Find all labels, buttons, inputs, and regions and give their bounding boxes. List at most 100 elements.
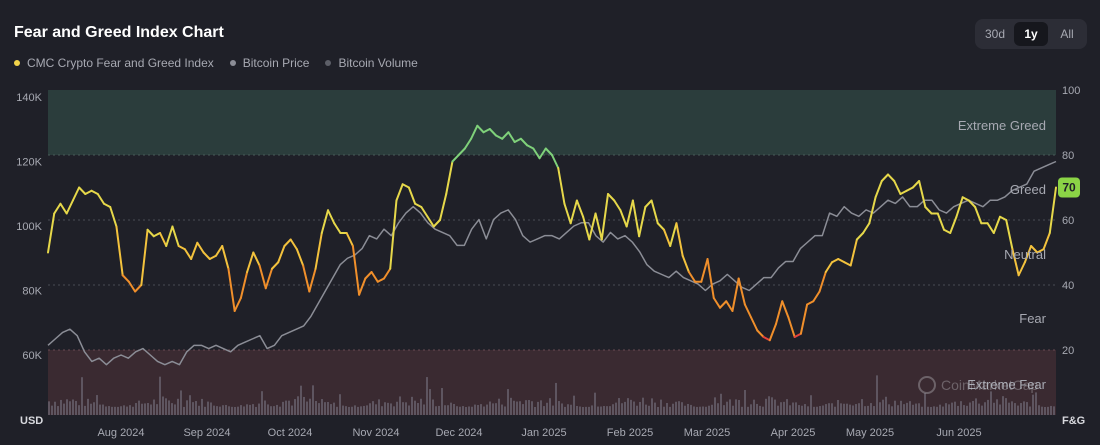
volume-bar: [606, 406, 608, 415]
volume-bar: [663, 406, 665, 415]
fg-index-segment: [949, 215, 958, 234]
volume-bar: [1005, 398, 1007, 415]
fg-index-segment: [526, 144, 535, 150]
x-tick-label: May 2025: [846, 427, 894, 439]
x-tick-label: Mar 2025: [684, 427, 730, 439]
volume-bar: [735, 399, 737, 415]
legend-item-bitcoin-price[interactable]: Bitcoin Price: [229, 56, 309, 70]
volume-bar: [297, 396, 299, 415]
range-button-1y[interactable]: 1y: [1014, 22, 1048, 46]
volume-bar: [810, 395, 812, 415]
legend-dot-icon: [325, 60, 332, 66]
fg-index-segment: [370, 271, 379, 283]
legend-label: CMC Crypto Fear and Greed Index: [27, 56, 214, 70]
legend-item-fg-index[interactable]: CMC Crypto Fear and Greed Index: [14, 56, 214, 70]
volume-bar: [822, 405, 824, 415]
volume-bar: [978, 403, 980, 415]
fg-index-segment: [103, 202, 112, 208]
volume-bar: [54, 401, 56, 415]
fg-index-segment: [208, 254, 217, 260]
volume-bar: [741, 406, 743, 415]
volume-bar: [759, 405, 761, 415]
volume-bar: [342, 405, 344, 415]
volume-bar: [945, 403, 947, 415]
legend-item-bitcoin-volume[interactable]: Bitcoin Volume: [325, 56, 418, 70]
volume-bar: [468, 406, 470, 415]
fg-index-segment: [880, 173, 889, 182]
fg-index-segment: [84, 189, 93, 195]
volume-bar: [396, 401, 398, 415]
fg-index-segment: [432, 219, 441, 228]
volume-bar: [495, 403, 497, 415]
fg-index-segment: [71, 186, 81, 202]
volume-bar: [738, 400, 740, 415]
fg-index-segment: [725, 300, 734, 312]
volume-bar: [594, 392, 596, 415]
fg-index-segment: [868, 196, 877, 225]
range-button-30d[interactable]: 30d: [978, 22, 1012, 46]
volume-bar: [1047, 406, 1049, 415]
volume-bar: [273, 406, 275, 415]
fg-index-segment: [109, 206, 118, 228]
volume-bar: [681, 402, 683, 415]
volume-bar: [480, 404, 482, 415]
volume-bar: [768, 396, 770, 415]
volume-bar: [1038, 405, 1040, 415]
volume-bar: [747, 406, 749, 415]
volume-bar: [504, 406, 506, 415]
fg-index-segment: [669, 222, 678, 247]
range-button-all[interactable]: All: [1050, 22, 1084, 46]
fg-index-segment: [451, 154, 460, 163]
volume-bar: [162, 396, 164, 415]
volume-bar: [195, 401, 197, 415]
volume-bar: [930, 406, 932, 415]
volume-bar: [972, 400, 974, 415]
volume-bar: [168, 400, 170, 415]
fg-index-segment: [501, 131, 510, 140]
volume-bar: [924, 393, 926, 415]
volume-bar: [906, 402, 908, 415]
volume-bar: [501, 404, 503, 415]
volume-bar: [774, 399, 776, 415]
fg-index-segment: [563, 202, 572, 225]
volume-bar: [873, 406, 875, 415]
volume-bar: [1035, 392, 1037, 415]
volume-bar: [909, 401, 911, 415]
volume-bar: [1032, 394, 1034, 415]
volume-bar: [378, 399, 380, 415]
volume-bar: [570, 404, 572, 415]
fg-index-segment: [849, 238, 858, 267]
fg-index-segment: [687, 271, 697, 283]
y-right-tick-label: 60: [1062, 215, 1074, 227]
volume-bar: [732, 405, 734, 415]
volume-bar: [786, 399, 788, 415]
fg-index-segment: [190, 241, 199, 260]
fg-index-segment: [837, 258, 846, 264]
volume-bar: [915, 403, 917, 415]
volume-bar: [564, 406, 566, 415]
fg-index-segment: [743, 303, 753, 319]
volume-bar: [891, 406, 893, 415]
volume-bar: [675, 401, 677, 415]
volume-bar: [597, 406, 599, 415]
volume-bar: [219, 406, 221, 415]
volume-bar: [75, 400, 77, 415]
volume-bar: [840, 403, 842, 415]
volume-bar: [756, 403, 758, 415]
volume-bar: [204, 406, 206, 415]
volume-bar: [816, 406, 818, 415]
volume-bar: [84, 405, 86, 415]
volume-bar: [687, 403, 689, 415]
volume-bar: [792, 402, 794, 415]
fg-index-segment: [183, 248, 193, 260]
fg-index-segment: [544, 147, 553, 156]
volume-bar: [447, 405, 449, 415]
x-tick-label: Dec 2024: [435, 427, 482, 439]
fg-index-segment: [663, 228, 672, 247]
x-tick-label: Feb 2025: [607, 427, 653, 439]
y-left-axis-label: USD: [20, 415, 43, 427]
volume-bar: [1002, 396, 1004, 415]
fg-index-segment: [358, 277, 367, 296]
fg-index-segment: [936, 212, 945, 231]
